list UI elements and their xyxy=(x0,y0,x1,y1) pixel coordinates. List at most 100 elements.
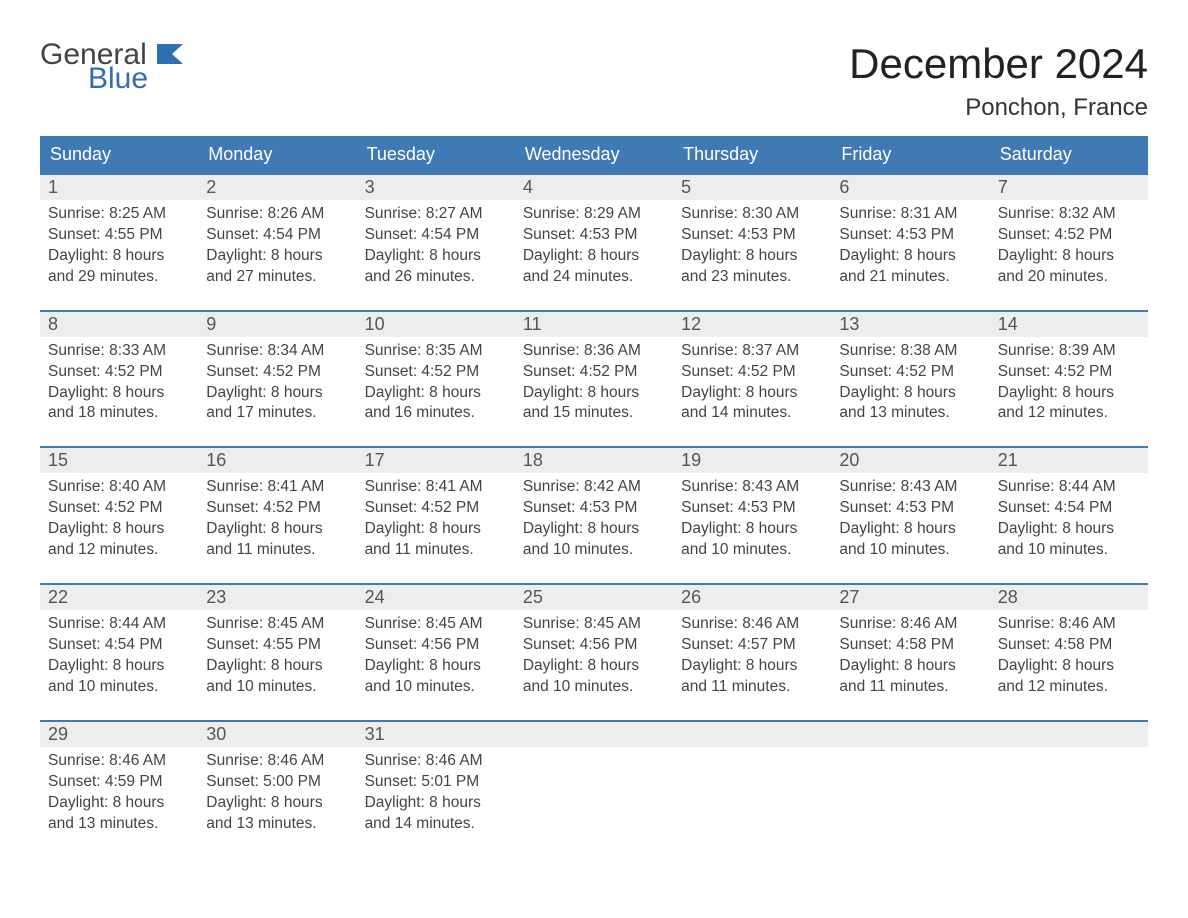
day-number xyxy=(515,722,673,747)
daylight-line-2: and 10 minutes. xyxy=(206,677,348,698)
daylight-line-1: Daylight: 8 hours xyxy=(523,383,665,404)
daylight-line-1: Daylight: 8 hours xyxy=(48,383,190,404)
daylight-line-1: Daylight: 8 hours xyxy=(206,793,348,814)
day-cell: Sunrise: 8:45 AMSunset: 4:55 PMDaylight:… xyxy=(198,610,356,706)
day-number-row: 15161718192021 xyxy=(40,448,1148,473)
logo-text-block: General Blue xyxy=(40,40,183,94)
sunrise-text: Sunrise: 8:26 AM xyxy=(206,204,348,225)
sunrise-text: Sunrise: 8:29 AM xyxy=(523,204,665,225)
daylight-line-1: Daylight: 8 hours xyxy=(681,519,823,540)
flag-icon xyxy=(157,44,183,69)
sunset-text: Sunset: 4:55 PM xyxy=(48,225,190,246)
daylight-line-2: and 23 minutes. xyxy=(681,267,823,288)
day-number xyxy=(831,722,989,747)
day-number: 22 xyxy=(40,585,198,610)
daylight-line-2: and 10 minutes. xyxy=(523,540,665,561)
day-number: 7 xyxy=(990,175,1148,200)
sunset-text: Sunset: 4:58 PM xyxy=(839,635,981,656)
day-number: 3 xyxy=(357,175,515,200)
sunrise-text: Sunrise: 8:46 AM xyxy=(206,751,348,772)
day-number: 21 xyxy=(990,448,1148,473)
sunrise-text: Sunrise: 8:44 AM xyxy=(998,477,1140,498)
sunset-text: Sunset: 4:54 PM xyxy=(48,635,190,656)
day-body-row: Sunrise: 8:44 AMSunset: 4:54 PMDaylight:… xyxy=(40,610,1148,706)
day-cell: Sunrise: 8:36 AMSunset: 4:52 PMDaylight:… xyxy=(515,337,673,433)
day-number: 24 xyxy=(357,585,515,610)
sunset-text: Sunset: 4:55 PM xyxy=(206,635,348,656)
daylight-line-1: Daylight: 8 hours xyxy=(365,656,507,677)
daylight-line-2: and 13 minutes. xyxy=(206,814,348,835)
daylight-line-2: and 18 minutes. xyxy=(48,403,190,424)
sunrise-text: Sunrise: 8:36 AM xyxy=(523,341,665,362)
daylight-line-1: Daylight: 8 hours xyxy=(48,246,190,267)
weekday-header: Wednesday xyxy=(515,136,673,173)
sunrise-text: Sunrise: 8:37 AM xyxy=(681,341,823,362)
day-cell: Sunrise: 8:31 AMSunset: 4:53 PMDaylight:… xyxy=(831,200,989,296)
sunset-text: Sunset: 4:53 PM xyxy=(681,225,823,246)
sunset-text: Sunset: 4:52 PM xyxy=(681,362,823,383)
daylight-line-1: Daylight: 8 hours xyxy=(48,519,190,540)
day-cell: Sunrise: 8:27 AMSunset: 4:54 PMDaylight:… xyxy=(357,200,515,296)
day-number: 17 xyxy=(357,448,515,473)
weekday-header: Saturday xyxy=(990,136,1148,173)
sunset-text: Sunset: 4:57 PM xyxy=(681,635,823,656)
daylight-line-2: and 14 minutes. xyxy=(681,403,823,424)
day-cell: Sunrise: 8:35 AMSunset: 4:52 PMDaylight:… xyxy=(357,337,515,433)
daylight-line-1: Daylight: 8 hours xyxy=(681,246,823,267)
sunrise-text: Sunrise: 8:32 AM xyxy=(998,204,1140,225)
day-cell: Sunrise: 8:26 AMSunset: 4:54 PMDaylight:… xyxy=(198,200,356,296)
day-number: 20 xyxy=(831,448,989,473)
day-number: 4 xyxy=(515,175,673,200)
day-number: 16 xyxy=(198,448,356,473)
daylight-line-1: Daylight: 8 hours xyxy=(523,519,665,540)
day-number: 10 xyxy=(357,312,515,337)
day-number-row: 1234567 xyxy=(40,175,1148,200)
sunrise-text: Sunrise: 8:33 AM xyxy=(48,341,190,362)
daylight-line-1: Daylight: 8 hours xyxy=(998,656,1140,677)
day-number: 13 xyxy=(831,312,989,337)
sunrise-text: Sunrise: 8:45 AM xyxy=(206,614,348,635)
weekday-header: Monday xyxy=(198,136,356,173)
daylight-line-1: Daylight: 8 hours xyxy=(523,246,665,267)
sunset-text: Sunset: 4:56 PM xyxy=(523,635,665,656)
day-cell: Sunrise: 8:33 AMSunset: 4:52 PMDaylight:… xyxy=(40,337,198,433)
day-number: 15 xyxy=(40,448,198,473)
day-number: 12 xyxy=(673,312,831,337)
daylight-line-1: Daylight: 8 hours xyxy=(839,383,981,404)
day-cell: Sunrise: 8:40 AMSunset: 4:52 PMDaylight:… xyxy=(40,473,198,569)
daylight-line-2: and 16 minutes. xyxy=(365,403,507,424)
day-number: 31 xyxy=(357,722,515,747)
daylight-line-1: Daylight: 8 hours xyxy=(365,519,507,540)
sunset-text: Sunset: 4:52 PM xyxy=(998,362,1140,383)
day-cell: Sunrise: 8:43 AMSunset: 4:53 PMDaylight:… xyxy=(673,473,831,569)
daylight-line-2: and 15 minutes. xyxy=(523,403,665,424)
day-cell: Sunrise: 8:41 AMSunset: 4:52 PMDaylight:… xyxy=(198,473,356,569)
day-cell: Sunrise: 8:46 AMSunset: 4:58 PMDaylight:… xyxy=(990,610,1148,706)
sunset-text: Sunset: 4:52 PM xyxy=(365,498,507,519)
daylight-line-1: Daylight: 8 hours xyxy=(839,246,981,267)
day-number: 6 xyxy=(831,175,989,200)
daylight-line-2: and 10 minutes. xyxy=(839,540,981,561)
sunrise-text: Sunrise: 8:46 AM xyxy=(998,614,1140,635)
daylight-line-1: Daylight: 8 hours xyxy=(681,383,823,404)
day-number-row: 891011121314 xyxy=(40,312,1148,337)
day-body-row: Sunrise: 8:33 AMSunset: 4:52 PMDaylight:… xyxy=(40,337,1148,433)
day-number: 19 xyxy=(673,448,831,473)
logo: General Blue xyxy=(40,40,183,94)
daylight-line-1: Daylight: 8 hours xyxy=(998,519,1140,540)
daylight-line-1: Daylight: 8 hours xyxy=(998,383,1140,404)
daylight-line-2: and 12 minutes. xyxy=(998,403,1140,424)
sunset-text: Sunset: 4:52 PM xyxy=(206,362,348,383)
day-number: 11 xyxy=(515,312,673,337)
day-number xyxy=(990,722,1148,747)
day-cell: Sunrise: 8:45 AMSunset: 4:56 PMDaylight:… xyxy=(357,610,515,706)
daylight-line-1: Daylight: 8 hours xyxy=(206,519,348,540)
day-cell: Sunrise: 8:32 AMSunset: 4:52 PMDaylight:… xyxy=(990,200,1148,296)
daylight-line-2: and 14 minutes. xyxy=(365,814,507,835)
sunrise-text: Sunrise: 8:39 AM xyxy=(998,341,1140,362)
sunrise-text: Sunrise: 8:30 AM xyxy=(681,204,823,225)
daylight-line-2: and 11 minutes. xyxy=(206,540,348,561)
sunset-text: Sunset: 4:52 PM xyxy=(365,362,507,383)
day-cell: Sunrise: 8:41 AMSunset: 4:52 PMDaylight:… xyxy=(357,473,515,569)
sunrise-text: Sunrise: 8:38 AM xyxy=(839,341,981,362)
